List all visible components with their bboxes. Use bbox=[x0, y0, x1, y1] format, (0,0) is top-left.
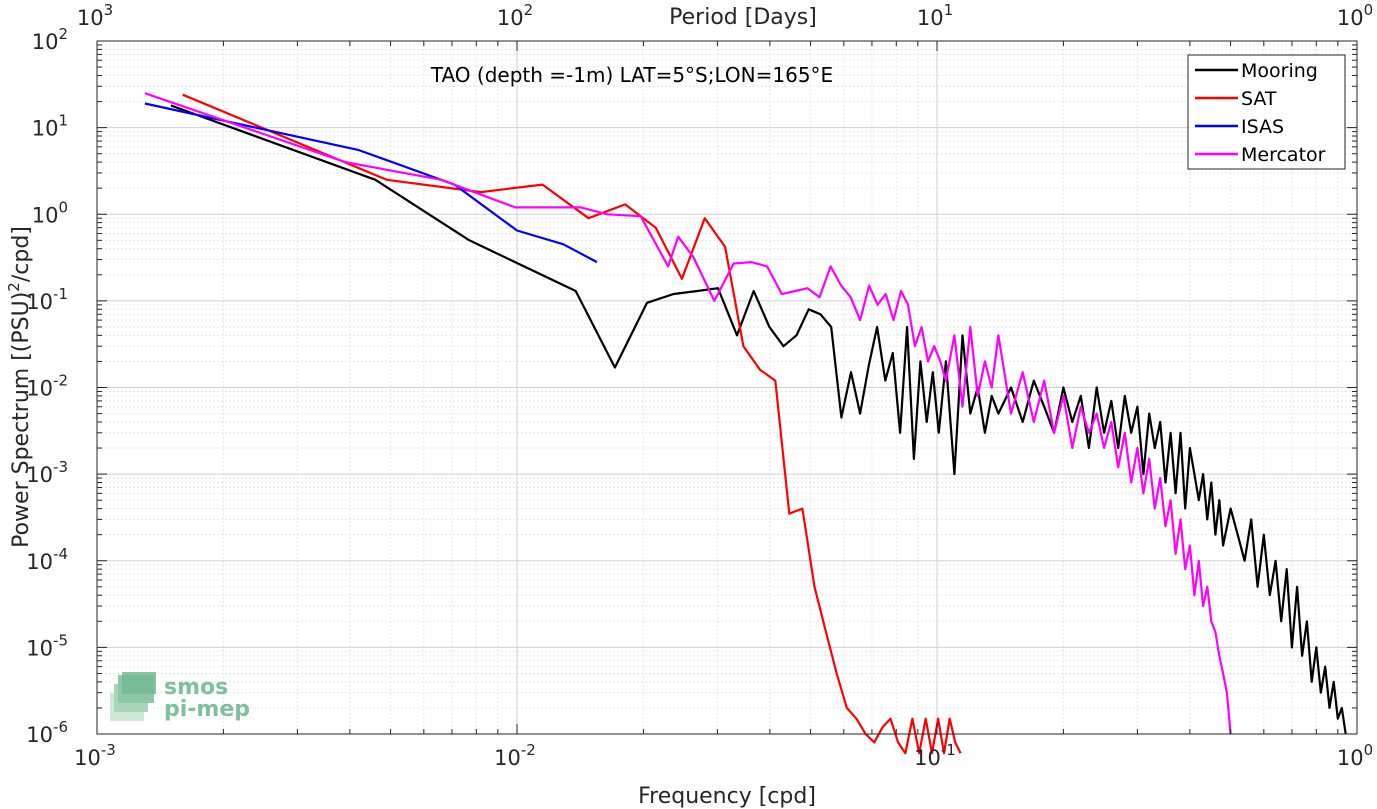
top-tick-label: 101 bbox=[917, 1, 953, 30]
x-tick-label-exp: -3 bbox=[101, 741, 116, 759]
x-tick-label: 10-2 bbox=[494, 741, 536, 770]
x-tick-label: 10-3 bbox=[74, 741, 116, 770]
y-tick-label-exp: 2 bbox=[58, 25, 68, 43]
grid-minor bbox=[97, 41, 1357, 734]
top-tick-label-exp: 2 bbox=[524, 1, 534, 19]
legend-label-sat: SAT bbox=[1241, 88, 1277, 110]
top-tick-label-base: 10 bbox=[917, 6, 944, 30]
smos-pi-mep-logo: smos pi-mep bbox=[110, 672, 250, 722]
y-tick-label-base: 10 bbox=[26, 290, 53, 314]
legend-box bbox=[1187, 54, 1346, 170]
y-tick-label-exp: -1 bbox=[53, 285, 68, 303]
x-tick-label: 10-1 bbox=[914, 741, 956, 770]
x-tick-label-base: 10 bbox=[914, 746, 941, 770]
x-tick-label-exp: -1 bbox=[941, 741, 956, 759]
series-layer bbox=[144, 92, 1347, 755]
y-tick-label-exp: -4 bbox=[53, 545, 68, 563]
legend-label-mooring: Mooring bbox=[1241, 60, 1318, 82]
logo-text-smos: smos bbox=[164, 675, 228, 700]
legend: Mooring SAT ISAS Mercator bbox=[1187, 54, 1346, 170]
x-tick-label-exp: 0 bbox=[1364, 741, 1374, 759]
x-tick-labels: 10-3 10-2 10-1 100 bbox=[74, 741, 1373, 770]
legend-label-isas: ISAS bbox=[1241, 116, 1284, 138]
y-tick-label: 102 bbox=[32, 25, 68, 54]
x-tick-label-exp: -2 bbox=[521, 741, 536, 759]
y-axis-label-tail: /cpd] bbox=[9, 226, 34, 282]
series-line-isas bbox=[144, 102, 598, 264]
y-tick-label: 101 bbox=[32, 112, 68, 141]
tick-marks bbox=[96, 40, 1358, 735]
y-tick-label: 10-3 bbox=[26, 458, 68, 487]
y-tick-label-base: 10 bbox=[26, 550, 53, 574]
series-line-mercator bbox=[144, 92, 1232, 735]
y-tick-label-base: 10 bbox=[32, 117, 59, 141]
y-tick-label: 10-5 bbox=[26, 631, 68, 660]
y-tick-label-exp: -3 bbox=[53, 458, 68, 476]
y-tick-label: 10-4 bbox=[26, 545, 68, 574]
y-tick-label: 10-1 bbox=[26, 285, 68, 314]
y-tick-label-base: 10 bbox=[26, 723, 53, 747]
y-tick-label-exp: 0 bbox=[58, 198, 68, 216]
top-tick-label-base: 10 bbox=[77, 6, 104, 30]
y-tick-label-exp: -2 bbox=[53, 372, 68, 390]
logo-layer-4 bbox=[122, 672, 156, 694]
y-axis-label-main: Power Spectrum [(PSU) bbox=[9, 292, 34, 548]
top-tick-label-exp: 0 bbox=[1364, 1, 1374, 19]
top-tick-label-base: 10 bbox=[497, 6, 524, 30]
y-tick-label-exp: -6 bbox=[53, 718, 68, 736]
x-tick-label-base: 10 bbox=[74, 746, 101, 770]
y-axis-label: Power Spectrum [(PSU)2/cpd] bbox=[5, 226, 34, 548]
y-tick-label-base: 10 bbox=[26, 463, 53, 487]
y-tick-label-base: 10 bbox=[32, 203, 59, 227]
top-tick-label-exp: 1 bbox=[944, 1, 954, 19]
top-tick-label: 103 bbox=[77, 1, 113, 30]
x-tick-label-base: 10 bbox=[1337, 746, 1364, 770]
legend-label-mercator: Mercator bbox=[1241, 144, 1326, 166]
logo-text-pimep: pi-mep bbox=[164, 697, 250, 722]
chart-title: TAO (depth =-1m) LAT=5°S;LON=165°E bbox=[430, 63, 833, 87]
y-tick-label-base: 10 bbox=[26, 636, 53, 660]
y-tick-label-base: 10 bbox=[32, 30, 59, 54]
y-tick-label: 100 bbox=[32, 198, 68, 227]
series-line-sat bbox=[182, 93, 962, 755]
x-tick-label-base: 10 bbox=[494, 746, 521, 770]
top-tick-label-base: 10 bbox=[1337, 6, 1364, 30]
y-axis-label-sup: 2 bbox=[5, 282, 23, 292]
top-tick-label: 100 bbox=[1337, 1, 1373, 30]
y-tick-label: 10-2 bbox=[26, 372, 68, 401]
top-tick-labels: 103 102 101 100 bbox=[77, 1, 1373, 30]
top-axis-label: Period [Days] bbox=[669, 5, 817, 30]
series-line-mooring bbox=[170, 104, 1347, 735]
y-tick-label: 10-6 bbox=[26, 718, 68, 747]
x-tick-label: 100 bbox=[1337, 741, 1373, 770]
y-tick-label-exp: 1 bbox=[58, 112, 68, 130]
x-axis-label: Frequency [cpd] bbox=[638, 784, 816, 809]
top-tick-label-exp: 3 bbox=[104, 1, 114, 19]
top-tick-label: 102 bbox=[497, 1, 533, 30]
y-tick-label-base: 10 bbox=[26, 377, 53, 401]
y-tick-label-exp: -5 bbox=[53, 631, 68, 649]
